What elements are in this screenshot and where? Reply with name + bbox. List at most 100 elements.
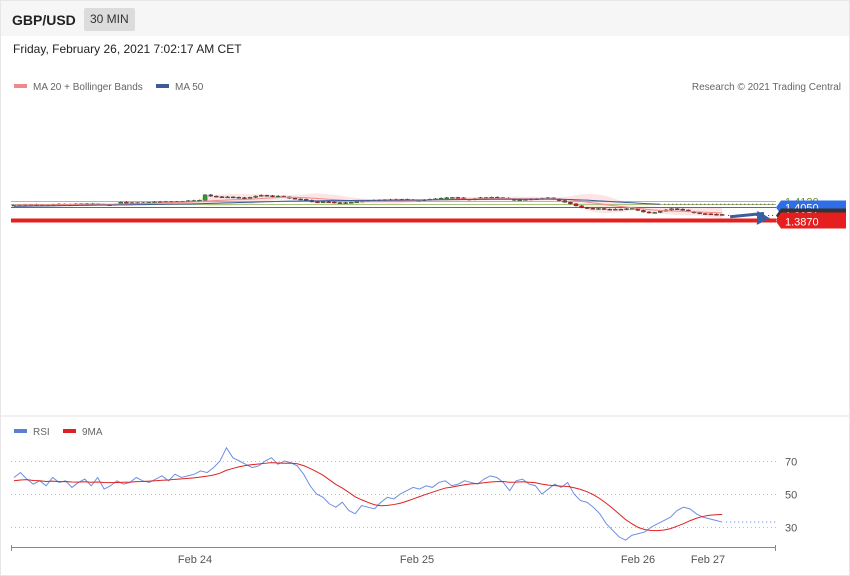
bullish-body — [259, 195, 264, 197]
bullish-body — [669, 208, 674, 211]
bullish-body — [658, 210, 663, 213]
price-tags: 1.41201.40801.40501.39511.39001.3870 — [776, 197, 846, 229]
bearish-body — [641, 210, 646, 213]
bearish-body — [568, 202, 573, 205]
legend-label-rsi: RSI — [33, 427, 50, 438]
candle — [624, 208, 629, 210]
forecast-arrow-head — [756, 210, 770, 225]
legend-swatch-ma50 — [156, 84, 169, 88]
bearish-body — [714, 214, 719, 216]
bearish-body — [332, 201, 337, 204]
candle — [230, 196, 236, 199]
candle — [438, 197, 444, 200]
candle — [219, 196, 225, 198]
bearish-body — [708, 213, 714, 216]
candle — [124, 201, 129, 204]
candle — [674, 208, 680, 210]
candle — [202, 194, 208, 201]
bearish-body — [601, 208, 607, 210]
ma20-line — [13, 196, 723, 214]
bullish-body — [624, 208, 629, 210]
bearish-body — [298, 198, 303, 201]
bullish-body — [444, 197, 449, 199]
rsi-9ma-line — [13, 462, 723, 532]
bearish-body — [219, 196, 225, 198]
candle — [343, 201, 348, 204]
bullish-body — [438, 197, 444, 200]
bullish-body — [349, 202, 354, 204]
candle — [247, 196, 253, 199]
timestamp: Friday, February 26, 2021 7:02:17 AM CET — [13, 42, 242, 56]
candle — [719, 213, 725, 216]
candle — [613, 208, 618, 211]
candle — [601, 208, 607, 210]
bullish-body — [630, 208, 635, 210]
candle — [607, 208, 612, 211]
bearish-body — [562, 200, 567, 203]
bearish-body — [214, 195, 219, 198]
candle — [658, 210, 663, 214]
bullish-body — [450, 197, 455, 199]
moving-averages — [13, 196, 770, 225]
candle — [714, 213, 719, 216]
candle — [320, 201, 326, 203]
legend-label-ma50: MA 50 — [175, 82, 204, 93]
rsi-line — [13, 446, 723, 541]
candle — [562, 199, 567, 203]
rsi-tick-label-70: 70 — [785, 457, 797, 469]
bearish-body — [674, 208, 680, 210]
bullish-body — [652, 212, 657, 214]
bearish-body — [270, 195, 275, 197]
bullish-body — [320, 201, 326, 203]
candle — [253, 195, 258, 198]
time-axis-label-3: Feb 27 — [691, 554, 725, 566]
candle — [337, 201, 343, 204]
candle — [703, 213, 708, 215]
bearish-body — [264, 195, 270, 197]
candle — [585, 207, 590, 209]
candle — [573, 203, 579, 207]
bullish-body — [517, 199, 522, 201]
candle — [646, 211, 652, 214]
candle — [618, 208, 624, 211]
candle — [680, 208, 685, 211]
bearish-body — [646, 211, 652, 214]
candle — [450, 197, 455, 199]
bearish-body — [236, 197, 242, 199]
support-tag-5: 1.3870 — [776, 214, 846, 229]
candle — [579, 205, 584, 209]
bearish-body — [590, 208, 596, 210]
symbol-title: GBP/USD — [12, 12, 76, 28]
legend-swatch-rsi — [14, 429, 27, 433]
bearish-body — [315, 201, 320, 204]
rsi-panel: 70 50 30 — [11, 446, 797, 541]
bullish-body — [354, 201, 360, 203]
bearish-body — [304, 199, 309, 201]
bullish-body — [247, 197, 253, 199]
bollinger-bands — [14, 193, 723, 219]
tag-text: 1.3870 — [785, 217, 819, 229]
bearish-body — [719, 214, 725, 216]
bearish-body — [292, 197, 298, 200]
legend-label-ma20: MA 20 + Bollinger Bands — [33, 82, 143, 93]
bullish-body — [613, 208, 618, 211]
candle — [259, 194, 264, 197]
candle — [455, 196, 461, 199]
candle — [242, 196, 247, 199]
bullish-body — [253, 195, 258, 198]
timeframe-badge[interactable]: 30 MIN — [84, 8, 135, 31]
bearish-body — [455, 197, 461, 199]
candle — [225, 196, 230, 199]
legend-swatch-9ma — [63, 429, 76, 433]
bearish-body — [579, 205, 584, 208]
bearish-body — [242, 197, 247, 199]
candle — [236, 196, 242, 199]
header-bar: GBP/USD 30 MIN — [1, 1, 849, 36]
rsi-tick-label-30: 30 — [785, 523, 797, 535]
bearish-body — [680, 208, 685, 211]
bearish-body — [585, 207, 590, 209]
bearish-body — [618, 208, 624, 211]
candle — [315, 201, 320, 204]
bullish-body — [596, 208, 601, 210]
